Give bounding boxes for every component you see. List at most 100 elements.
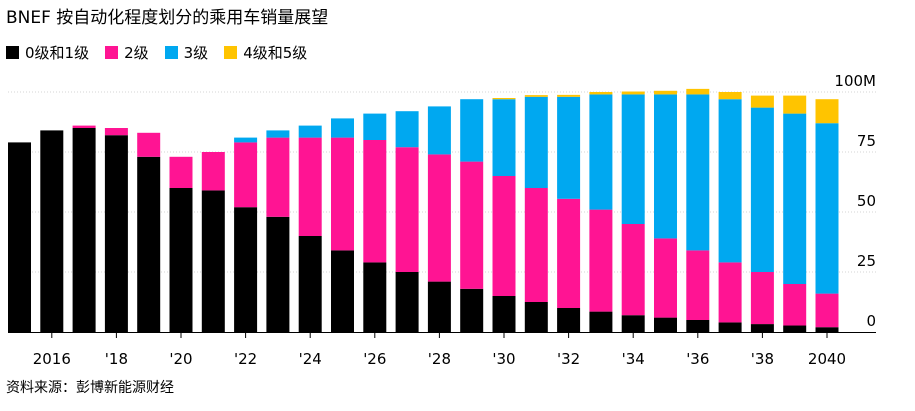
x-tick-label-2016: 2016 [33, 350, 71, 368]
bar-2020-series-1 [169, 156, 193, 188]
bar-2022-series-1 [234, 142, 258, 208]
bar-2029-series-2 [460, 99, 484, 162]
bar-2024-series-1 [298, 137, 322, 236]
bar-2026-series-2 [363, 113, 387, 140]
y-tick-label-0: 0 [866, 312, 876, 330]
bar-2035-series-1 [654, 238, 677, 318]
x-tick-label-2028: '28 [428, 350, 451, 368]
bar-2020-series-0 [169, 188, 193, 332]
bar-2033-series-2 [589, 94, 613, 210]
bar-stack-2033 [589, 92, 613, 332]
bar-2027-series-1 [395, 147, 419, 272]
x-tick-label-2038: '38 [751, 350, 774, 368]
bar-2024-series-2 [298, 125, 322, 138]
bar-2040-series-0 [815, 327, 839, 332]
y-tick-label-100: 100M [834, 72, 876, 90]
bar-2030-series-3 [492, 98, 516, 100]
bar-2034-series-0 [621, 315, 645, 332]
bar-2025-series-2 [331, 118, 354, 138]
bar-2018-series-1 [104, 128, 128, 136]
bar-2028-series-0 [427, 281, 451, 332]
bar-2036-series-0 [686, 320, 710, 332]
y-axis-tick-labels: 100M 75 50 25 0 [834, 72, 876, 330]
bar-2031-series-1 [524, 188, 548, 302]
x-tick-label-2036: '36 [686, 350, 709, 368]
bar-2039-series-0 [783, 325, 807, 332]
bar-2035-series-2 [654, 94, 677, 239]
bar-stack-2018 [104, 128, 128, 332]
bar-2038-series-3 [750, 95, 774, 108]
source-note: 资料来源：彭博新能源财经 [6, 380, 174, 396]
bar-2023-series-2 [266, 130, 290, 138]
bar-2038-series-0 [750, 324, 774, 332]
bar-2033-series-1 [589, 209, 613, 312]
x-tick-label-2024: '24 [299, 350, 322, 368]
bar-2037-series-2 [718, 99, 742, 263]
bar-2023-series-0 [266, 216, 290, 332]
bar-stack-2024 [298, 125, 322, 332]
bar-2038-series-2 [750, 107, 774, 272]
bar-stack-2036 [686, 88, 710, 332]
legend: 0级和1级 2级 3级 4级和5级 [6, 42, 307, 62]
bar-2031-series-3 [524, 95, 548, 97]
bar-stack-2028 [427, 106, 451, 332]
bar-stack-2021 [201, 152, 225, 332]
bar-2032-series-0 [557, 308, 581, 332]
bar-stack-2032 [557, 94, 581, 332]
bar-2039-series-1 [783, 284, 807, 326]
bar-stack-2017 [72, 125, 96, 332]
bar-2021-series-1 [201, 152, 225, 191]
legend-item-level-4-5: 4级和5级 [224, 42, 307, 63]
legend-label-level-2: 2级 [124, 43, 149, 62]
bar-stack-2022 [234, 137, 258, 332]
bar-2036-series-3 [686, 88, 710, 95]
bar-2033-series-3 [589, 92, 613, 95]
bar-stacks [8, 88, 876, 333]
x-tick-label-2018: '18 [105, 350, 128, 368]
bar-2027-series-2 [395, 111, 419, 148]
bar-2030-series-1 [492, 176, 516, 296]
bar-2034-series-3 [621, 91, 645, 95]
bar-stack-2023 [266, 130, 290, 332]
x-tick-label-2022: '22 [234, 350, 257, 368]
bar-2038-series-1 [750, 272, 774, 325]
bar-stack-2038 [750, 95, 774, 332]
legend-label-level-3: 3级 [183, 43, 209, 62]
bar-2031-series-2 [524, 96, 548, 188]
bar-2036-series-2 [686, 94, 710, 251]
bar-2022-series-2 [234, 137, 258, 143]
bar-2017-series-1 [72, 125, 96, 128]
x-tick-label-2032: '32 [557, 350, 580, 368]
bar-stack-2026 [363, 113, 387, 332]
bar-2022-series-0 [234, 207, 258, 332]
bar-2015-series-0 [8, 142, 31, 332]
bar-2039-series-2 [783, 113, 807, 284]
bar-stack-2037 [718, 92, 742, 332]
bar-2037-series-3 [718, 92, 742, 100]
bar-2034-series-2 [621, 94, 645, 225]
bar-stack-2031 [524, 95, 548, 332]
bar-2030-series-0 [492, 296, 516, 332]
bar-2033-series-0 [589, 311, 613, 332]
bar-stack-2034 [621, 91, 645, 332]
y-tick-label-25: 25 [857, 252, 876, 270]
chart-title: BNEF 按自动化程度划分的乘用车销量展望 [6, 8, 329, 28]
bar-2040-series-2 [815, 123, 839, 294]
bar-stack-2016 [40, 130, 64, 332]
bar-2018-series-0 [104, 135, 128, 332]
x-tick-label-2030: '30 [492, 350, 515, 368]
bar-stack-2035 [654, 90, 677, 332]
x-tick-label-2020: '20 [169, 350, 192, 368]
x-tick-label-2034: '34 [622, 350, 645, 368]
legend-item-level-3: 3级 [164, 42, 209, 63]
x-tick-label-2040: 2040 [808, 350, 846, 368]
bar-2034-series-1 [621, 224, 645, 316]
bar-stack-2029 [460, 99, 484, 332]
bar-2026-series-1 [363, 140, 387, 263]
bar-2019-series-1 [137, 132, 161, 157]
bar-2029-series-0 [460, 288, 484, 332]
bar-stack-2019 [137, 132, 161, 332]
bar-stack-2039 [783, 95, 807, 332]
bar-2037-series-1 [718, 262, 742, 323]
